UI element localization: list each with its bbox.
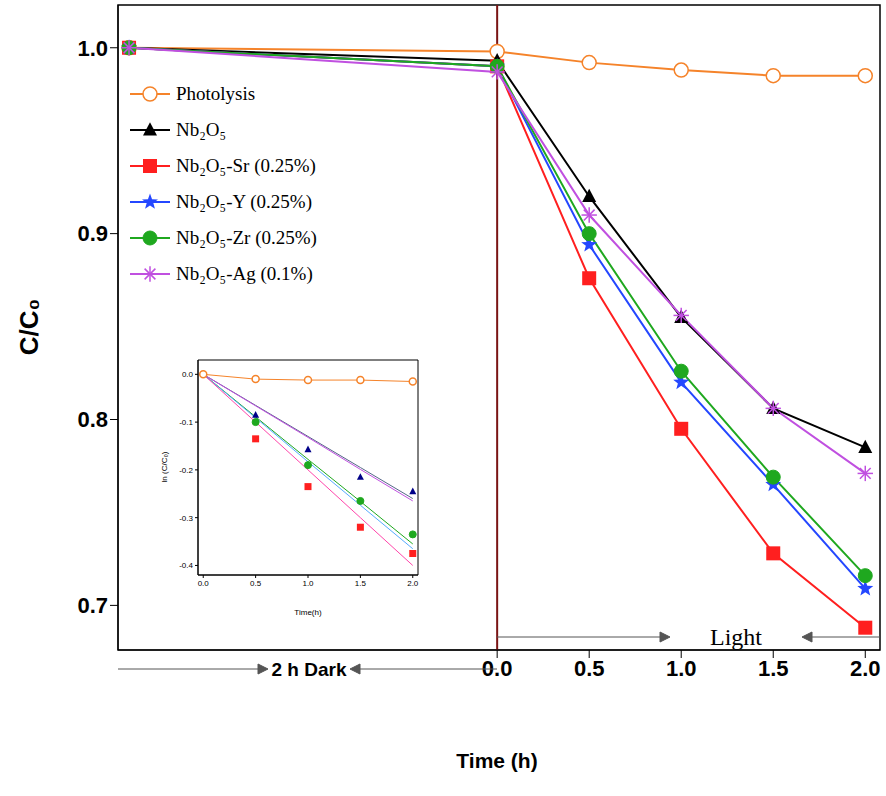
svg-text:0.0: 0.0 <box>198 579 210 588</box>
svg-text:1.0: 1.0 <box>302 579 314 588</box>
html-text:Nb₂O₅-Zr (0.25%): Nb₂O₅-Zr (0.25%) <box>176 227 317 248</box>
svg-text:Time (h): Time (h) <box>456 749 537 772</box>
svg-text:0.9: 0.9 <box>77 221 108 246</box>
svg-text:ln (C/C₀): ln (C/C₀) <box>160 451 169 482</box>
svg-text:1.0: 1.0 <box>666 656 697 681</box>
svg-text:C/C₀: C/C₀ <box>14 299 44 356</box>
svg-text:-0.1: -0.1 <box>179 418 193 427</box>
svg-text:1.5: 1.5 <box>355 579 367 588</box>
html-text:Nb₂O₅-Sr (0.25%): Nb₂O₅-Sr (0.25%) <box>176 155 316 176</box>
svg-text:2.0: 2.0 <box>850 656 878 681</box>
svg-text:-0.4: -0.4 <box>179 561 193 570</box>
svg-text:0.5: 0.5 <box>250 579 262 588</box>
svg-text:Time(h): Time(h) <box>294 608 322 617</box>
html-text:Nb₂O₅: Nb₂O₅ <box>176 119 227 140</box>
html-text:Photolysis: Photolysis <box>176 83 256 104</box>
svg-text:-0.2: -0.2 <box>179 466 193 475</box>
svg-text:0.7: 0.7 <box>77 593 108 618</box>
svg-text:1.0: 1.0 <box>77 36 108 61</box>
svg-text:-0.3: -0.3 <box>179 514 193 523</box>
svg-text:1.5: 1.5 <box>758 656 789 681</box>
svg-text:2.0: 2.0 <box>407 579 419 588</box>
svg-text:0.8: 0.8 <box>77 407 108 432</box>
svg-text:2 h Dark: 2 h Dark <box>272 659 347 680</box>
svg-text:Light: Light <box>710 624 762 650</box>
html-text:Nb₂O₅-Y (0.25%): Nb₂O₅-Y (0.25%) <box>176 191 312 212</box>
svg-text:0.0: 0.0 <box>182 370 194 379</box>
html-text:Nb₂O₅-Ag (0.1%): Nb₂O₅-Ag (0.1%) <box>176 263 313 284</box>
svg-text:0.5: 0.5 <box>574 656 605 681</box>
svg-text:0.0: 0.0 <box>482 656 513 681</box>
